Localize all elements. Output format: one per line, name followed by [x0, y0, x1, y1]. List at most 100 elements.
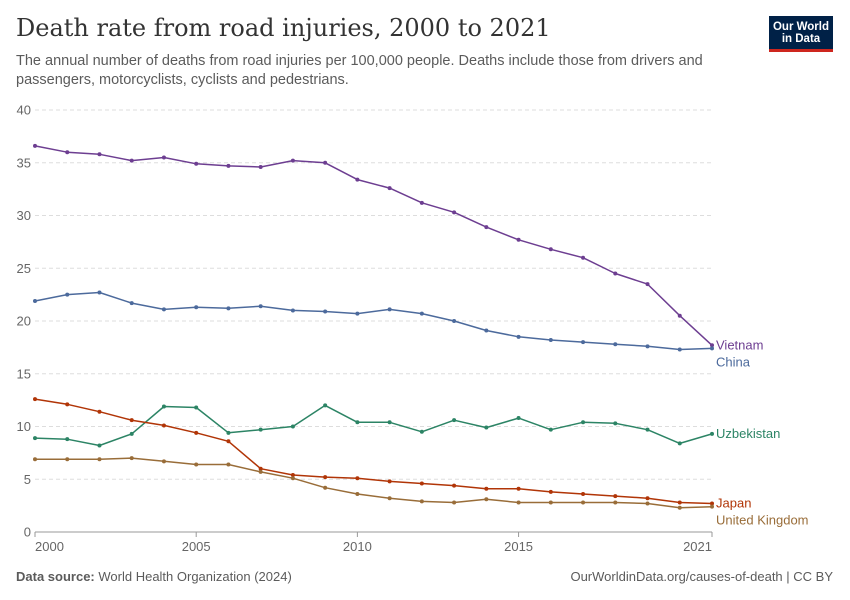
data-point-japan [516, 486, 521, 491]
chart-subtitle: The annual number of deaths from road in… [16, 53, 703, 88]
data-point-uzbekistan [33, 436, 37, 441]
data-point-china [355, 311, 360, 316]
data-point-united-kingdom [258, 469, 263, 474]
data-point-uzbekistan [65, 437, 70, 442]
data-point-uzbekistan [645, 427, 650, 432]
x-tick-label: 2010 [343, 539, 372, 554]
data-point-vietnam [129, 158, 134, 163]
data-source-label: Data source: [16, 569, 95, 584]
data-point-vietnam [194, 161, 199, 166]
data-point-vietnam [387, 186, 392, 191]
data-point-uzbekistan [226, 430, 231, 435]
data-point-uzbekistan [194, 405, 199, 410]
data-point-japan [387, 479, 392, 484]
data-point-china [97, 290, 102, 295]
data-point-united-kingdom [581, 500, 586, 505]
label-layer: Vietnam China Uzbekistan Japan United Kingdo… [716, 337, 809, 527]
axis-layer: 0 5 10 15 20 25 30 35 40 2000 2005 2010 2015 2021 [17, 103, 713, 554]
data-point-china [581, 340, 586, 345]
data-point-japan [226, 439, 231, 444]
data-point-china [613, 342, 618, 347]
data-point-vietnam [581, 255, 586, 260]
series-line-united-kingdom [35, 457, 713, 509]
data-point-vietnam [97, 152, 102, 157]
data-point-vietnam [548, 247, 553, 252]
x-tick-label: 2000 [35, 539, 64, 554]
data-point-united-kingdom [516, 500, 521, 505]
data-point-japan [484, 486, 489, 491]
data-point-japan [452, 483, 457, 488]
data-point-japan [677, 500, 682, 505]
data-point-united-kingdom [419, 499, 424, 504]
data-point-china [516, 334, 521, 339]
data-point-vietnam [355, 177, 360, 182]
data-point-uzbekistan [710, 431, 714, 436]
data-point-vietnam [516, 237, 521, 242]
owid-logo[interactable]: Our World in Data [769, 16, 833, 52]
data-point-japan [129, 418, 134, 423]
data-point-vietnam [677, 313, 682, 318]
data-point-japan [258, 466, 263, 471]
data-point-united-kingdom [548, 500, 553, 505]
data-point-japan [548, 489, 553, 494]
source-url-link[interactable]: OurWorldinData.org/causes-of-death | CC … [570, 569, 833, 584]
data-point-uzbekistan [161, 404, 166, 409]
data-point-united-kingdom [129, 456, 134, 461]
data-point-uzbekistan [581, 420, 586, 425]
data-source-value: World Health Organization (2024) [98, 569, 292, 584]
data-point-vietnam [226, 163, 231, 168]
data-point-china [452, 319, 457, 323]
logo-line-1: Our World [772, 21, 829, 33]
y-tick-label: 0 [24, 525, 31, 540]
y-tick-label: 20 [17, 314, 31, 329]
data-point-japan [194, 430, 199, 435]
data-point-united-kingdom [323, 485, 328, 490]
data-point-vietnam [258, 164, 263, 169]
data-point-uzbekistan [258, 427, 263, 432]
data-point-uzbekistan [419, 429, 424, 434]
data-point-china [677, 347, 682, 352]
data-point-china [161, 307, 166, 312]
data-point-vietnam [645, 282, 650, 287]
series-label-china: China [716, 354, 751, 369]
data-point-uzbekistan [290, 424, 295, 429]
data-point-united-kingdom [387, 496, 392, 501]
data-point-uzbekistan [548, 427, 553, 432]
data-point-japan [419, 481, 424, 486]
data-point-uzbekistan [613, 421, 618, 426]
data-point-united-kingdom [290, 476, 295, 481]
data-point-japan [645, 496, 650, 501]
data-point-united-kingdom [161, 459, 166, 464]
x-tick-label: 2015 [504, 539, 533, 554]
grid-layer [35, 109, 712, 533]
data-point-china [419, 311, 424, 316]
data-point-china [258, 304, 263, 309]
y-tick-label: 10 [17, 419, 31, 434]
data-point-china [387, 307, 392, 312]
data-point-japan [290, 473, 295, 478]
logo-line-2: in Data [781, 33, 821, 45]
data-point-china [484, 328, 489, 333]
y-tick-label: 40 [17, 103, 31, 118]
data-point-vietnam [710, 343, 714, 348]
series-label-uzbekistan: Uzbekistan [716, 426, 780, 441]
data-point-united-kingdom [484, 497, 489, 502]
data-point-united-kingdom [710, 504, 714, 509]
data-point-vietnam [323, 160, 328, 165]
data-point-china [290, 308, 295, 313]
data-point-united-kingdom [613, 500, 618, 505]
data-point-united-kingdom [645, 501, 650, 506]
data-point-japan [613, 494, 618, 499]
data-point-japan [33, 397, 37, 402]
data-point-uzbekistan [677, 441, 682, 446]
data-point-china [323, 309, 328, 314]
data-point-uzbekistan [97, 443, 102, 448]
y-tick-label: 15 [17, 366, 31, 381]
data-point-uzbekistan [387, 420, 392, 425]
data-point-uzbekistan [323, 403, 328, 408]
data-point-japan [323, 475, 328, 480]
data-point-china [710, 346, 714, 351]
x-tick-label: 2005 [182, 539, 211, 554]
data-point-united-kingdom [65, 457, 70, 462]
